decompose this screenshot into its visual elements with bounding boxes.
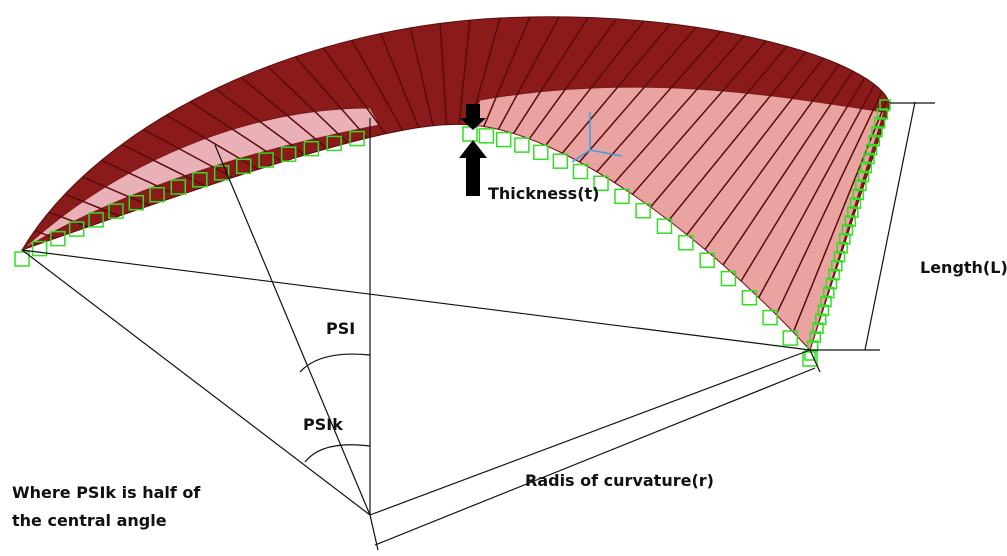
- support: [534, 145, 548, 159]
- support: [573, 164, 587, 178]
- psi-label: PSI: [326, 319, 355, 338]
- support: [553, 154, 567, 168]
- note-line: the central angle: [12, 511, 167, 530]
- note-line: Where PSIk is half of: [12, 483, 201, 502]
- diagram: Thickness(t) Length(L) PSI PSIk Radis of…: [0, 0, 1007, 556]
- support: [463, 127, 477, 141]
- support: [515, 138, 529, 152]
- support: [636, 204, 650, 218]
- length-label: Length(L): [920, 258, 1007, 277]
- support: [497, 133, 511, 147]
- radius-label: Radis of curvature(r): [525, 471, 714, 490]
- thickness-label: Thickness(t): [488, 184, 599, 203]
- psik-label: PSIk: [303, 415, 343, 434]
- support: [479, 129, 493, 143]
- support: [615, 189, 629, 203]
